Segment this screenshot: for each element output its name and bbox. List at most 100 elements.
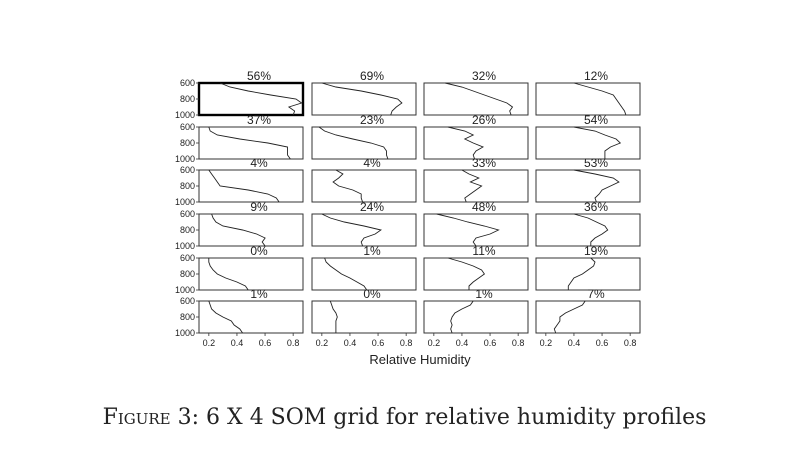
- panel-frame: [198, 213, 304, 247]
- humidity-profile-line: [208, 258, 249, 291]
- panel-frame: [423, 257, 529, 291]
- som-panel: 24%: [311, 200, 417, 247]
- panel-frame: [535, 126, 641, 160]
- x-tick-label: 0.2: [316, 338, 329, 348]
- panel-frame: [198, 126, 304, 160]
- panel-frame: [423, 82, 529, 116]
- y-tick-label: 1000: [175, 197, 195, 207]
- x-tick-label: 0.4: [568, 338, 581, 348]
- y-tick-label: 1000: [175, 285, 195, 295]
- panel-frequency-label: 4%: [250, 156, 268, 170]
- y-tick-label: 600: [180, 165, 195, 175]
- panel-frequency-label: 69%: [360, 69, 384, 83]
- som-panel: 9%: [198, 200, 304, 247]
- panel-frequency-label: 9%: [250, 200, 268, 214]
- som-panel: 69%: [311, 69, 417, 116]
- x-tick-label: 0.6: [484, 338, 497, 348]
- panel-frequency-label: 26%: [472, 113, 496, 127]
- panel-frame: [311, 82, 417, 116]
- y-tick-label: 800: [180, 269, 195, 279]
- x-tick-label: 0.6: [259, 338, 272, 348]
- panel-frequency-label: 48%: [472, 200, 496, 214]
- y-tick-label: 1000: [175, 154, 195, 164]
- panel-frame: [198, 300, 304, 334]
- som-panel: 1%: [198, 287, 304, 334]
- x-tick-label: 0.4: [231, 338, 244, 348]
- humidity-profile-line: [208, 126, 291, 160]
- som-panel: 26%: [423, 113, 529, 160]
- panel-frequency-label: 12%: [584, 69, 608, 83]
- panel-frame: [423, 126, 529, 160]
- panel-frequency-label: 1%: [250, 287, 268, 301]
- y-tick-label: 600: [180, 122, 195, 132]
- som-panel: 1%: [311, 244, 417, 291]
- humidity-profile-line: [447, 126, 485, 160]
- panel-frequency-label: 0%: [250, 244, 268, 258]
- som-panel: 12%: [535, 69, 641, 116]
- panel-frame: [535, 169, 641, 203]
- panel-frequency-label: 36%: [584, 200, 608, 214]
- panel-frequency-label: 54%: [584, 113, 608, 127]
- humidity-profile-line: [318, 126, 389, 160]
- som-panel: 19%: [535, 244, 641, 291]
- panel-frame: [311, 213, 417, 247]
- som-panel: 23%: [311, 113, 417, 160]
- humidity-profile-line: [573, 169, 620, 203]
- som-panel: 0%: [198, 244, 304, 291]
- panel-frequency-label: 53%: [584, 156, 608, 170]
- som-panel: 11%: [423, 244, 529, 291]
- x-tick-label: 0.8: [512, 338, 525, 348]
- x-tick-label: 0.6: [596, 338, 609, 348]
- humidity-profile-line: [461, 169, 483, 203]
- som-panel: 4%: [198, 156, 304, 203]
- y-tick-label: 600: [180, 296, 195, 306]
- panel-frame: [198, 257, 304, 291]
- x-tick-label: 0.2: [540, 338, 553, 348]
- y-tick-label: 800: [180, 312, 195, 322]
- humidity-profile-line: [332, 169, 364, 203]
- humidity-profile-line: [208, 169, 280, 203]
- x-tick-label: 0.4: [456, 338, 469, 348]
- x-tick-label: 0.8: [624, 338, 637, 348]
- som-panel: 7%: [535, 287, 641, 334]
- panel-frequency-label: 23%: [360, 113, 384, 127]
- som-panel: 0%: [311, 287, 417, 334]
- y-tick-label: 600: [180, 253, 195, 263]
- panel-frequency-label: 11%: [472, 244, 495, 258]
- panel-frequency-label: 24%: [360, 200, 384, 214]
- y-tick-label: 600: [180, 209, 195, 219]
- panel-frequency-label: 32%: [472, 69, 496, 83]
- panel-frame: [535, 213, 641, 247]
- x-tick-label: 0.6: [372, 338, 385, 348]
- som-panel: 53%: [535, 156, 641, 203]
- som-panel: 1%: [423, 287, 529, 334]
- humidity-profile-line: [573, 126, 622, 159]
- x-axis-label: Relative Humidity: [369, 352, 471, 367]
- panel-frequency-label: 37%: [247, 113, 271, 127]
- x-tick-label: 0.4: [344, 338, 357, 348]
- som-panel: 37%: [198, 113, 304, 160]
- y-tick-label: 1000: [175, 110, 195, 120]
- highlighted-panel-frame: [197, 81, 305, 117]
- y-tick-label: 800: [180, 181, 195, 191]
- humidity-profile-line: [553, 300, 586, 334]
- panel-frame: [423, 169, 529, 203]
- panel-frame: [311, 257, 417, 291]
- y-tick-label: 600: [180, 78, 195, 88]
- som-panel: 4%: [311, 156, 417, 203]
- humidity-profile-line: [450, 300, 474, 334]
- humidity-profile-line: [321, 213, 382, 247]
- panel-frame: [311, 300, 417, 334]
- humidity-profile-line: [573, 82, 627, 116]
- humidity-profile-line: [567, 257, 596, 290]
- humidity-profile-line: [436, 213, 500, 247]
- y-tick-label: 800: [180, 138, 195, 148]
- som-panel: 48%: [423, 200, 529, 247]
- som-panel: 56%: [197, 69, 305, 117]
- panel-frequency-label: 7%: [587, 287, 605, 301]
- figure-caption: Figure 3: 6 X 4 SOM grid for relative hu…: [0, 405, 809, 430]
- y-tick-label: 1000: [175, 241, 195, 251]
- humidity-profile-line: [444, 82, 514, 116]
- som-panel: 36%: [535, 200, 641, 247]
